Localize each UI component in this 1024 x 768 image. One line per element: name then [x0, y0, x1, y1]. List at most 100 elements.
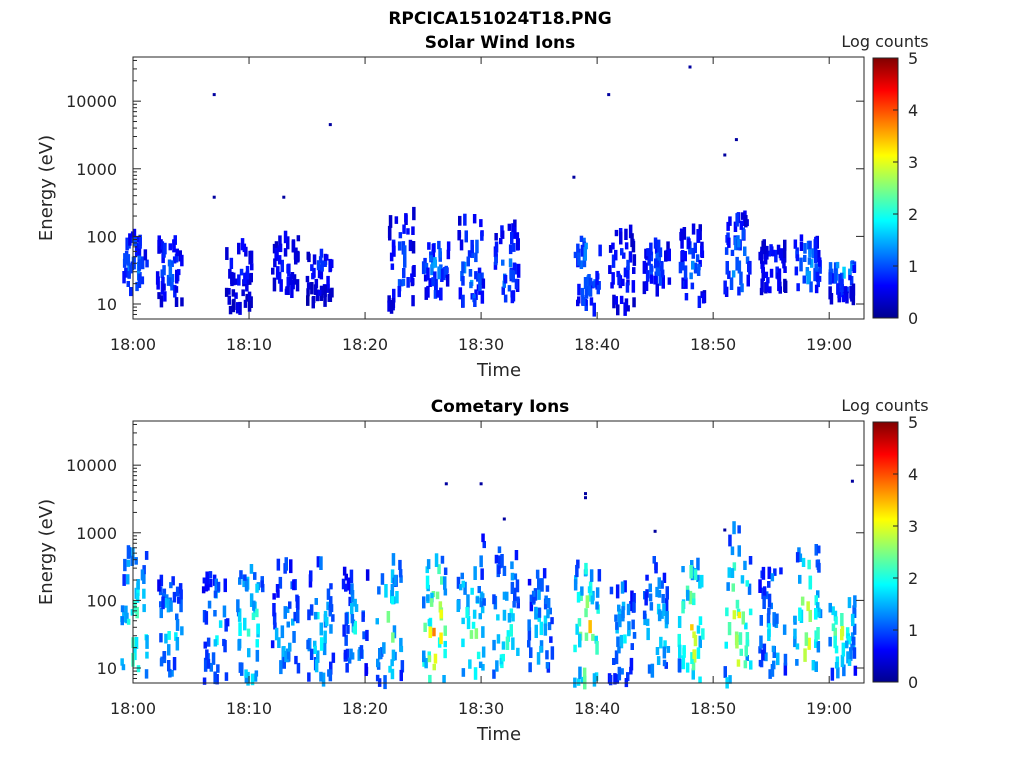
heatmap-cell [527, 627, 532, 641]
heatmap-cell [619, 231, 623, 245]
heatmap-cell [501, 286, 505, 295]
heatmap-cell [623, 302, 627, 316]
heatmap-cell [397, 241, 402, 251]
heatmap-cell [138, 272, 142, 282]
heatmap-cell [540, 578, 544, 592]
heatmap-cell [632, 254, 637, 266]
y-axis-ticks: 10 100 1000 10000 [66, 423, 864, 684]
heatmap-cell [134, 637, 139, 649]
heatmap-cell [509, 624, 513, 637]
heatmap-cell [235, 303, 240, 314]
heatmap-cell [760, 278, 764, 293]
heatmap-cell [502, 591, 507, 600]
heatmap-cell [794, 266, 799, 276]
heatmap-cell [174, 286, 179, 293]
heatmap-cell [474, 628, 479, 639]
heatmap-cell [492, 594, 496, 605]
heatmap-cell [471, 621, 476, 629]
heatmap-cell [277, 637, 281, 648]
heatmap-cell [660, 580, 664, 589]
heatmap-cell [728, 534, 732, 547]
heatmap-cell [770, 573, 775, 582]
heatmap-cell [542, 568, 547, 579]
heatmap-cell [577, 252, 581, 266]
heatmap-cell [693, 634, 698, 647]
heatmap-cell [764, 652, 768, 662]
heatmap-cell [260, 580, 264, 588]
heatmap-cell [140, 276, 145, 285]
heatmap-cell [494, 248, 498, 258]
heatmap-cell [745, 639, 750, 647]
heatmap-cell [632, 267, 636, 274]
heatmap-cell [178, 583, 183, 594]
heatmap-cell [478, 661, 483, 668]
heatmap-cell [730, 546, 735, 556]
heatmap-cell [584, 242, 588, 250]
heatmap-cell [306, 282, 311, 290]
heatmap-cell [125, 237, 129, 251]
heatmap-cell [228, 305, 233, 315]
heatmap-cell [689, 565, 693, 579]
heatmap-cell [507, 285, 512, 292]
heatmap-cell [808, 609, 812, 622]
heatmap-cell [814, 608, 818, 620]
heatmap-cell [481, 593, 485, 602]
heatmap-cell [442, 268, 446, 281]
heatmap-cell [804, 632, 809, 646]
heatmap-cell [430, 592, 434, 603]
heatmap-cell [384, 584, 388, 598]
heatmap-cell [759, 615, 763, 626]
heatmap-cell [231, 299, 236, 313]
heatmap-cell [314, 278, 319, 289]
heatmap-cell [813, 238, 818, 250]
heatmap-cell [775, 613, 779, 624]
heatmap-cell [389, 252, 394, 262]
heatmap-cell [126, 281, 130, 287]
heatmap-cell [473, 298, 477, 307]
heatmap-cell [740, 283, 744, 293]
heatmap-cell [693, 569, 698, 581]
heatmap-cell [496, 634, 501, 644]
heatmap-cell [291, 239, 296, 252]
heatmap-cell [237, 639, 241, 651]
heatmap-cell [296, 251, 300, 262]
heatmap-cell [166, 598, 171, 613]
heatmap-cell [660, 269, 665, 278]
heatmap-cell [469, 630, 474, 639]
heatmap-cell [395, 591, 399, 604]
heatmap-cell [847, 597, 852, 609]
heatmap-cell [851, 295, 856, 306]
heatmap-cell [810, 259, 814, 268]
heatmap-cell [545, 662, 550, 669]
heatmap-cell [514, 550, 519, 561]
heatmap-cell [735, 213, 739, 227]
heatmap-cell [629, 666, 633, 675]
heatmap-cell [801, 557, 806, 567]
heatmap-cell [283, 248, 288, 257]
heatmap-cell [288, 601, 292, 609]
heatmap-cell [168, 265, 173, 278]
heatmap-cell [123, 558, 127, 572]
heatmap-cell [310, 264, 314, 272]
heatmap-cell [596, 281, 600, 295]
heatmap-cell [658, 272, 662, 286]
heatmap-cell [440, 269, 444, 282]
heatmap-cell [136, 579, 140, 590]
heatmap-cell [403, 256, 407, 268]
heatmap-cell [461, 617, 465, 625]
heatmap-cell [174, 297, 179, 307]
heatmap-cell [404, 213, 408, 223]
heatmap-cell [649, 265, 653, 279]
heatmap-cell [319, 637, 324, 651]
heatmap-cell [626, 259, 630, 271]
heatmap-cell [461, 276, 465, 286]
heatmap-cell [144, 551, 149, 560]
heatmap-cell [443, 576, 447, 590]
heatmap-cell [501, 653, 505, 662]
heatmap-cell [431, 243, 436, 258]
heatmap-cell [625, 282, 630, 293]
heatmap-cell [762, 643, 767, 654]
heatmap-cell [838, 273, 842, 286]
heatmap-cell [632, 593, 636, 604]
heatmap-cell [814, 263, 819, 271]
